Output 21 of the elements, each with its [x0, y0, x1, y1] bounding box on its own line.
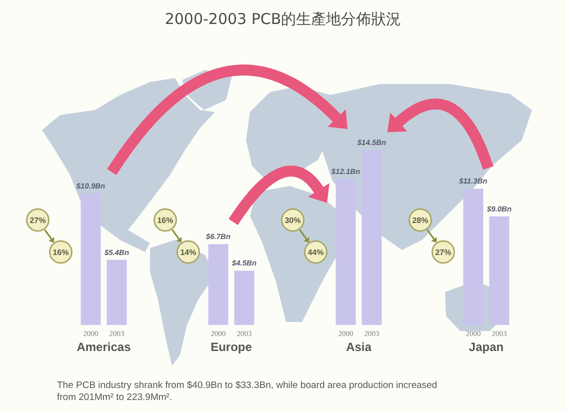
annotation: 28% — [412, 216, 428, 225]
x-tick-label: Asia — [346, 340, 372, 354]
annotation: 44% — [308, 248, 324, 257]
bar — [208, 244, 228, 325]
annotation: 16% — [52, 248, 69, 257]
text: The PCB industry shrank from $40.9Bn to $33.3Bn, while board area production increased from 201Mm² to 223.9Mm². — [57, 380, 438, 403]
chart-title: 2000-2003 PCB的生產地分佈狀況 — [164, 10, 402, 28]
annotation: 27% — [30, 216, 46, 225]
bar — [80, 193, 101, 325]
annotation: 27% — [435, 248, 452, 257]
annotation: 14% — [180, 248, 196, 257]
bar — [336, 178, 356, 325]
bar — [362, 150, 382, 325]
bar — [489, 216, 510, 325]
x-tick-label: Americas — [76, 340, 132, 354]
bar — [106, 260, 127, 325]
annotation: 16% — [157, 216, 174, 225]
bar — [234, 270, 254, 325]
x-tick-label: Europe — [210, 340, 252, 354]
annotation: 30% — [284, 216, 301, 225]
x-tick-label: Japan — [468, 340, 504, 354]
